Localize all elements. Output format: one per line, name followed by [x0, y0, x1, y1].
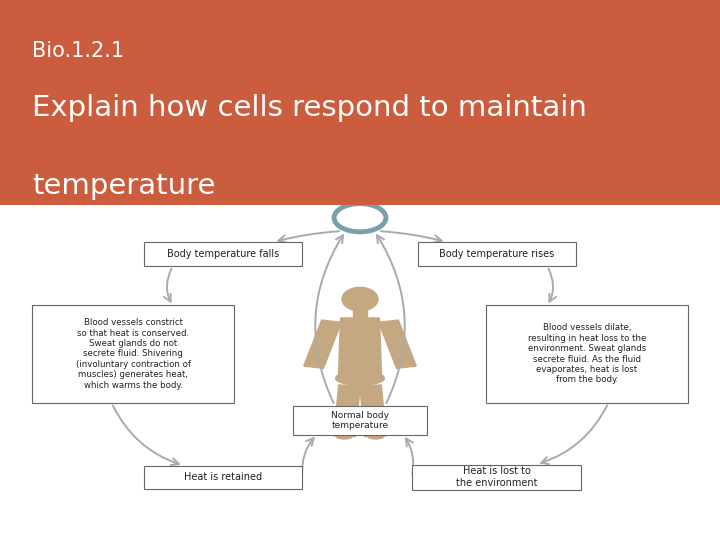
FancyBboxPatch shape: [413, 464, 582, 490]
Polygon shape: [379, 320, 416, 368]
FancyBboxPatch shape: [418, 242, 576, 266]
Polygon shape: [360, 385, 386, 436]
FancyBboxPatch shape: [144, 242, 302, 266]
Text: Heat is retained: Heat is retained: [184, 472, 262, 482]
Ellipse shape: [336, 434, 352, 439]
Text: Blood vessels constrict
so that heat is conserved.
Sweat glands do not
secrete f: Blood vessels constrict so that heat is …: [76, 318, 191, 390]
Ellipse shape: [336, 372, 384, 385]
Text: Explain how cells respond to maintain: Explain how cells respond to maintain: [32, 94, 588, 123]
Text: temperature: temperature: [32, 172, 216, 200]
FancyBboxPatch shape: [144, 465, 302, 489]
Text: Blood vessels dilate,
resulting in heat loss to the
environment. Sweat glands
se: Blood vessels dilate, resulting in heat …: [528, 323, 646, 384]
Polygon shape: [353, 310, 367, 319]
Text: Body temperature falls: Body temperature falls: [167, 249, 279, 259]
FancyBboxPatch shape: [486, 305, 688, 403]
Text: Normal body
temperature: Normal body temperature: [331, 411, 389, 430]
Polygon shape: [304, 320, 341, 368]
Ellipse shape: [368, 434, 384, 439]
Ellipse shape: [342, 287, 378, 311]
FancyBboxPatch shape: [294, 406, 426, 435]
Text: Bio.1.2.1: Bio.1.2.1: [32, 41, 125, 61]
Text: Body temperature rises: Body temperature rises: [439, 249, 554, 259]
FancyBboxPatch shape: [32, 305, 234, 403]
Polygon shape: [338, 318, 382, 377]
Polygon shape: [334, 385, 360, 436]
Text: Heat is lost to
the environment: Heat is lost to the environment: [456, 467, 538, 488]
